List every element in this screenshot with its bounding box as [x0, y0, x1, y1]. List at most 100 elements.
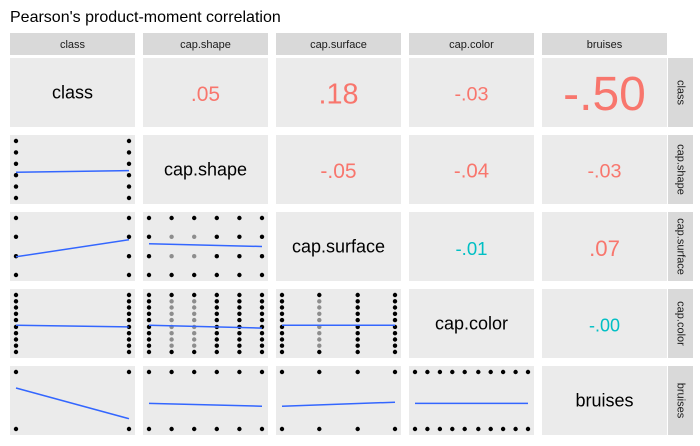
column-strip-label: cap.surface [310, 39, 367, 51]
fit-line [15, 387, 130, 420]
scatter-point [13, 215, 19, 221]
row-strip [668, 212, 693, 281]
correlation-value: -.03 [587, 161, 621, 183]
scatter-panel [143, 366, 268, 435]
scatter-point [192, 337, 197, 342]
scatter-point [355, 317, 360, 323]
scatter-point [146, 292, 152, 298]
scatter-point [488, 369, 493, 375]
scatter-point [146, 299, 152, 304]
scatter-point [237, 343, 242, 348]
scatter-point [392, 369, 398, 375]
scatter-point [214, 272, 219, 278]
scatter-point [214, 343, 219, 348]
scatter-point [13, 234, 19, 239]
scatter-point [355, 343, 360, 348]
scatter-point [317, 343, 322, 348]
scatter-point [13, 349, 19, 355]
scatter-point [126, 195, 132, 201]
correlation-value: .18 [318, 79, 358, 111]
correlation-value: -.05 [320, 160, 356, 183]
scatter-point [192, 311, 197, 316]
diagonal-panel [10, 58, 135, 127]
scatter-point [317, 369, 322, 375]
row-strip-label: class [675, 80, 687, 106]
scatter-point [192, 272, 197, 278]
scatter-point [126, 337, 132, 342]
scatter-panel [143, 289, 268, 358]
scatter-point [355, 305, 360, 310]
fit-line [15, 169, 130, 174]
scatter-point [317, 292, 322, 298]
correlation-value: -.03 [454, 84, 488, 106]
scatter-point [169, 254, 174, 259]
scatter-point [126, 331, 132, 336]
chart-title: Pearson's product-moment correlation [10, 9, 281, 26]
correlation-value: -.01 [455, 238, 487, 259]
scatter-point [13, 161, 19, 166]
scatter-point [13, 426, 19, 432]
scatter-point [279, 331, 285, 336]
scatter-point [169, 349, 174, 355]
scatter-point [13, 299, 19, 304]
scatter-point [126, 292, 132, 298]
scatter-point [169, 369, 174, 375]
scatter-point [13, 195, 19, 201]
scatter-point [500, 369, 506, 375]
scatter-point [214, 305, 219, 310]
scatter-point [146, 272, 152, 278]
scatter-point [317, 305, 322, 310]
scatter-point [237, 215, 242, 221]
scatter-point [317, 299, 322, 304]
scatter-point [317, 311, 322, 316]
scatter-point [13, 331, 19, 336]
scatter-point [412, 369, 418, 375]
scatter-panel [10, 135, 135, 204]
scatter-point [192, 331, 197, 336]
fit-line [148, 402, 263, 407]
scatter-point [126, 215, 132, 221]
scatter-point [279, 343, 285, 348]
scatter-point [237, 305, 242, 310]
row-strip [668, 58, 693, 127]
diagonal-panel [143, 135, 268, 204]
scatter-point [513, 426, 518, 432]
scatter-point [126, 317, 132, 323]
scatter-point [192, 343, 197, 348]
scatter-point [169, 331, 174, 336]
scatter-point [146, 426, 152, 432]
scatter-point [259, 215, 265, 221]
correlation-value: -.04 [454, 161, 489, 183]
scatter-point [214, 337, 219, 342]
scatter-point [214, 369, 219, 375]
scatter-point [355, 311, 360, 316]
diagonal-panel [542, 366, 667, 435]
column-strip [276, 33, 401, 55]
scatter-point [355, 331, 360, 336]
scatter-point [13, 184, 19, 189]
scatter-point [425, 369, 430, 375]
scatter-point [259, 292, 265, 298]
correlation-panel [276, 58, 401, 127]
scatter-point [13, 150, 19, 155]
scatter-point [237, 254, 242, 259]
scatter-point [237, 317, 242, 323]
scatter-point [317, 317, 322, 323]
scatter-point [317, 349, 322, 355]
scatter-point [237, 337, 242, 342]
fit-line [148, 242, 263, 248]
row-strip [668, 135, 693, 204]
diagonal-panel [409, 289, 534, 358]
scatter-point [192, 292, 197, 298]
scatter-point [259, 299, 265, 304]
correlation-panel [143, 58, 268, 127]
scatter-point [259, 426, 265, 432]
scatter-point [259, 343, 265, 348]
scatter-point [126, 150, 132, 155]
scatter-point [279, 337, 285, 342]
scatter-point [126, 343, 132, 348]
row-strip [668, 289, 693, 358]
scatter-point [355, 369, 360, 375]
scatter-point [126, 184, 132, 189]
scatter-point [259, 331, 265, 336]
